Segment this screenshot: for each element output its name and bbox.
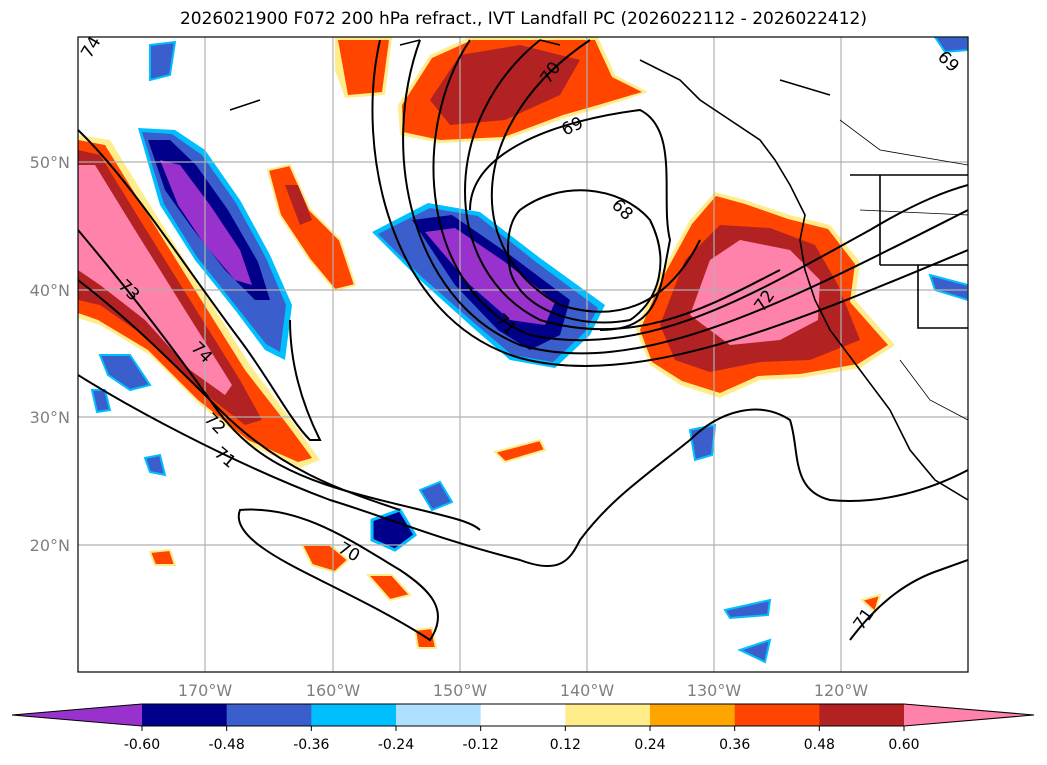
negative-anomaly-west: [138, 128, 292, 360]
lon-label: 170°W: [178, 681, 233, 700]
colorbar-tick-label: 0.12: [550, 737, 581, 753]
colorbar-extend-high: [904, 704, 1034, 726]
colorbar-tick-label: -0.48: [209, 737, 245, 753]
colorbar-tick-label: -0.60: [124, 737, 160, 753]
colorbar-tick-label: 0.36: [719, 737, 750, 753]
colorbar-segment: [734, 704, 820, 726]
colorbar: -0.60 -0.48 -0.36 -0.24 -0.12 0.12 0.24 0.36 0.4…: [11, 703, 1035, 753]
lat-tick-labels: 50°N 40°N 30°N 20°N: [30, 153, 70, 555]
lon-label: 130°W: [687, 681, 742, 700]
lon-label: 160°W: [306, 681, 361, 700]
colorbar-segment: [480, 704, 566, 726]
contour-lines: [78, 39, 968, 642]
colorbar-segment: [226, 704, 312, 726]
colorbar-tick-label: -0.12: [463, 737, 499, 753]
lat-label: 50°N: [30, 153, 70, 172]
map-frame: [77, 36, 969, 673]
colorbar-tick-label: 0.24: [634, 737, 665, 753]
lon-label: 150°W: [433, 681, 488, 700]
colorbar-segment: [396, 704, 482, 726]
lon-label: 120°W: [814, 681, 869, 700]
positive-anomaly-west: [78, 135, 320, 468]
lon-label: 140°W: [560, 681, 615, 700]
colorbar-tick-label: -0.24: [378, 737, 414, 753]
graticule: [78, 37, 968, 672]
map-title: 2026021900 F072 200 hPa refract., IVT La…: [179, 9, 867, 29]
colorbar-extend-low: [12, 704, 142, 726]
colorbar-segment: [311, 704, 397, 726]
colorbar-tick-label: -0.36: [293, 737, 329, 753]
colorbar-segment: [650, 704, 736, 726]
colorbar-segment: [565, 704, 651, 726]
negative-anomaly-central: [372, 203, 605, 368]
coastlines: [229, 39, 968, 501]
lon-tick-labels: 170°W 160°W 150°W 140°W 130°W 120°W: [178, 681, 869, 700]
lat-label: 30°N: [30, 408, 70, 427]
colorbar-tick-label: 0.48: [804, 737, 835, 753]
colorbar-tick-label: 0.60: [888, 737, 919, 753]
map-area: 74 73 74 72 71 70 70 69 68 71 72 71 69: [78, 37, 968, 672]
lat-label: 40°N: [30, 281, 70, 300]
colorbar-segment: [142, 704, 228, 726]
lat-label: 20°N: [30, 536, 70, 555]
colorbar-segment: [819, 704, 905, 726]
